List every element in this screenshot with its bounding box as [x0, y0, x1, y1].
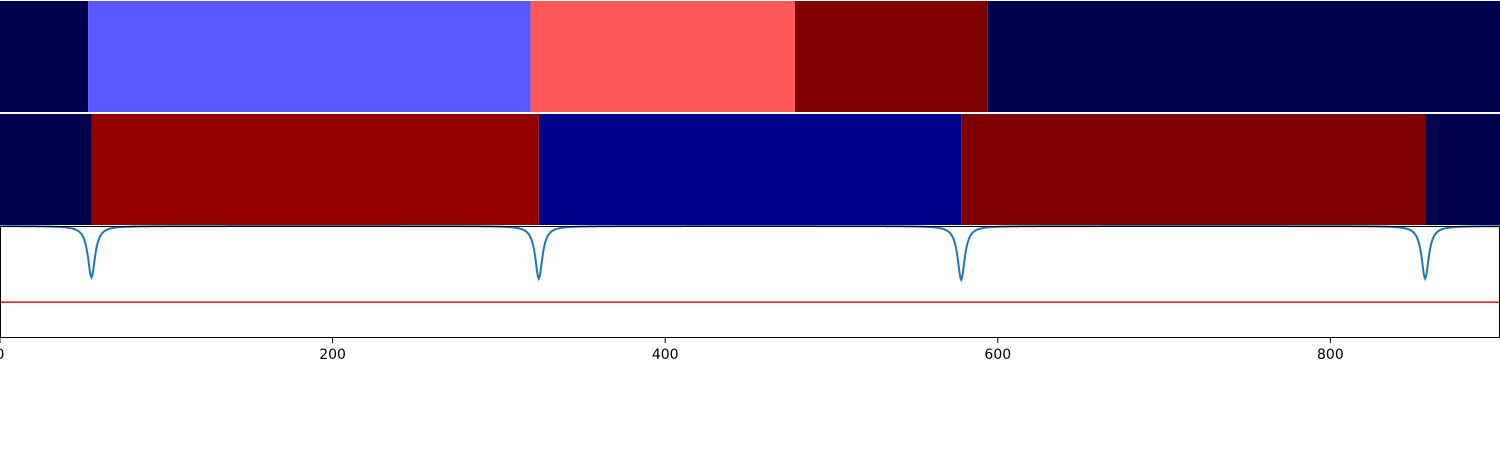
segment-1-4 [794, 1, 988, 112]
x-tick-label-800: 800 [1317, 347, 1344, 363]
line-panel-background [0, 226, 1500, 338]
x-tick-label-400: 400 [652, 347, 679, 363]
segment-2-4 [961, 114, 1426, 225]
x-tick-label-200: 200 [319, 347, 346, 363]
segment-1-3 [530, 1, 795, 112]
x-axis: 0 200 400 600 800 [0, 338, 1344, 363]
segment-2-3 [538, 114, 962, 225]
segment-2-1 [0, 114, 92, 225]
segment-row-2 [0, 114, 1500, 225]
segment-1-1 [0, 1, 89, 112]
segment-1-2 [88, 1, 531, 112]
x-tick-label-0: 0 [0, 347, 4, 363]
x-tick-label-600: 600 [984, 347, 1011, 363]
segment-2-5 [1425, 114, 1500, 225]
line-panel [0, 225, 1500, 338]
segment-row-1 [0, 1, 1500, 112]
segment-2-2 [91, 114, 539, 225]
segment-1-5 [987, 1, 1500, 112]
